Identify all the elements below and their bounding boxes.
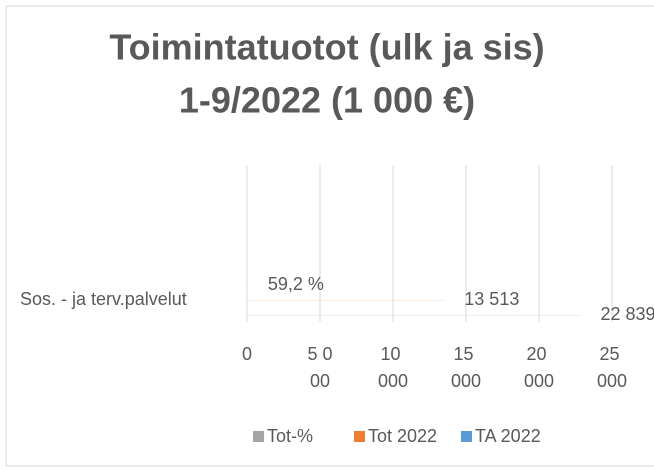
data-label: 59,2 %	[268, 274, 324, 294]
legend-swatch	[253, 431, 264, 442]
legend-swatch	[354, 431, 365, 442]
x-tick-label: 0	[242, 344, 252, 364]
x-tick-label: 15 000	[451, 344, 481, 391]
x-tick-label: 5 0 00	[307, 344, 332, 391]
legend-label: TA 2022	[475, 426, 541, 446]
x-tick-label: 25 000	[597, 344, 627, 391]
x-tick-label: 20 000	[524, 344, 554, 391]
chart-border	[5, 5, 654, 467]
bar	[247, 300, 445, 301]
chart-title: 1-9/2022 (1 000 €)	[179, 80, 475, 121]
y-tick-label: Sos. - ja terv.palvelut	[20, 289, 187, 309]
data-label: 13 513	[464, 289, 519, 309]
legend-label: Tot 2022	[368, 426, 437, 446]
bar	[247, 315, 581, 316]
x-tick-label: 10 000	[378, 344, 408, 391]
legend-swatch	[461, 431, 472, 442]
data-label: 22 839	[600, 304, 654, 324]
bar	[247, 285, 248, 286]
legend-label: Tot-%	[267, 426, 313, 446]
chart-title: Toimintatuotot (ulk ja sis)	[109, 27, 544, 68]
